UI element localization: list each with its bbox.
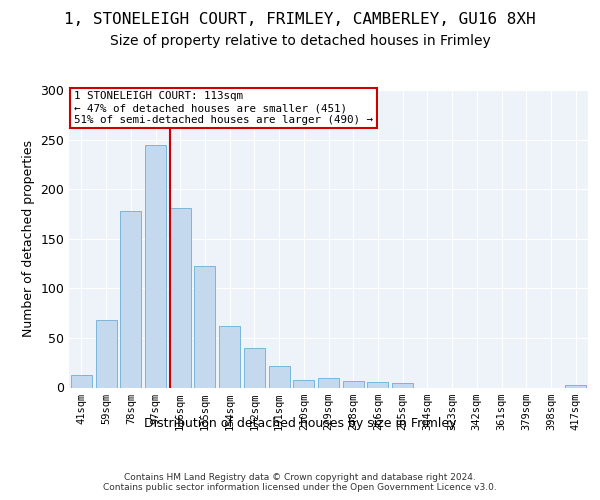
Bar (343, 380, 364, 388)
Bar (244, 348, 265, 388)
Bar (145, 144, 166, 388)
Bar (565, 384, 586, 388)
Text: 1 STONELEIGH COURT: 113sqm
← 47% of detached houses are smaller (451)
51% of sem: 1 STONELEIGH COURT: 113sqm ← 47% of deta… (74, 92, 373, 124)
Bar (95, 320, 116, 388)
Bar (194, 266, 215, 388)
Bar (367, 382, 388, 388)
Bar (293, 380, 314, 388)
Bar (219, 326, 240, 388)
Text: Contains HM Land Registry data © Crown copyright and database right 2024.
Contai: Contains HM Land Registry data © Crown c… (103, 472, 497, 492)
Bar (392, 382, 413, 388)
Text: 1, STONELEIGH COURT, FRIMLEY, CAMBERLEY, GU16 8XH: 1, STONELEIGH COURT, FRIMLEY, CAMBERLEY,… (64, 12, 536, 28)
Bar (318, 378, 339, 388)
Text: Size of property relative to detached houses in Frimley: Size of property relative to detached ho… (110, 34, 490, 48)
Bar (120, 211, 141, 388)
Y-axis label: Number of detached properties: Number of detached properties (22, 140, 35, 337)
Text: Distribution of detached houses by size in Frimley: Distribution of detached houses by size … (144, 418, 456, 430)
Bar (269, 366, 290, 388)
Bar (71, 374, 92, 388)
Bar (170, 208, 191, 388)
